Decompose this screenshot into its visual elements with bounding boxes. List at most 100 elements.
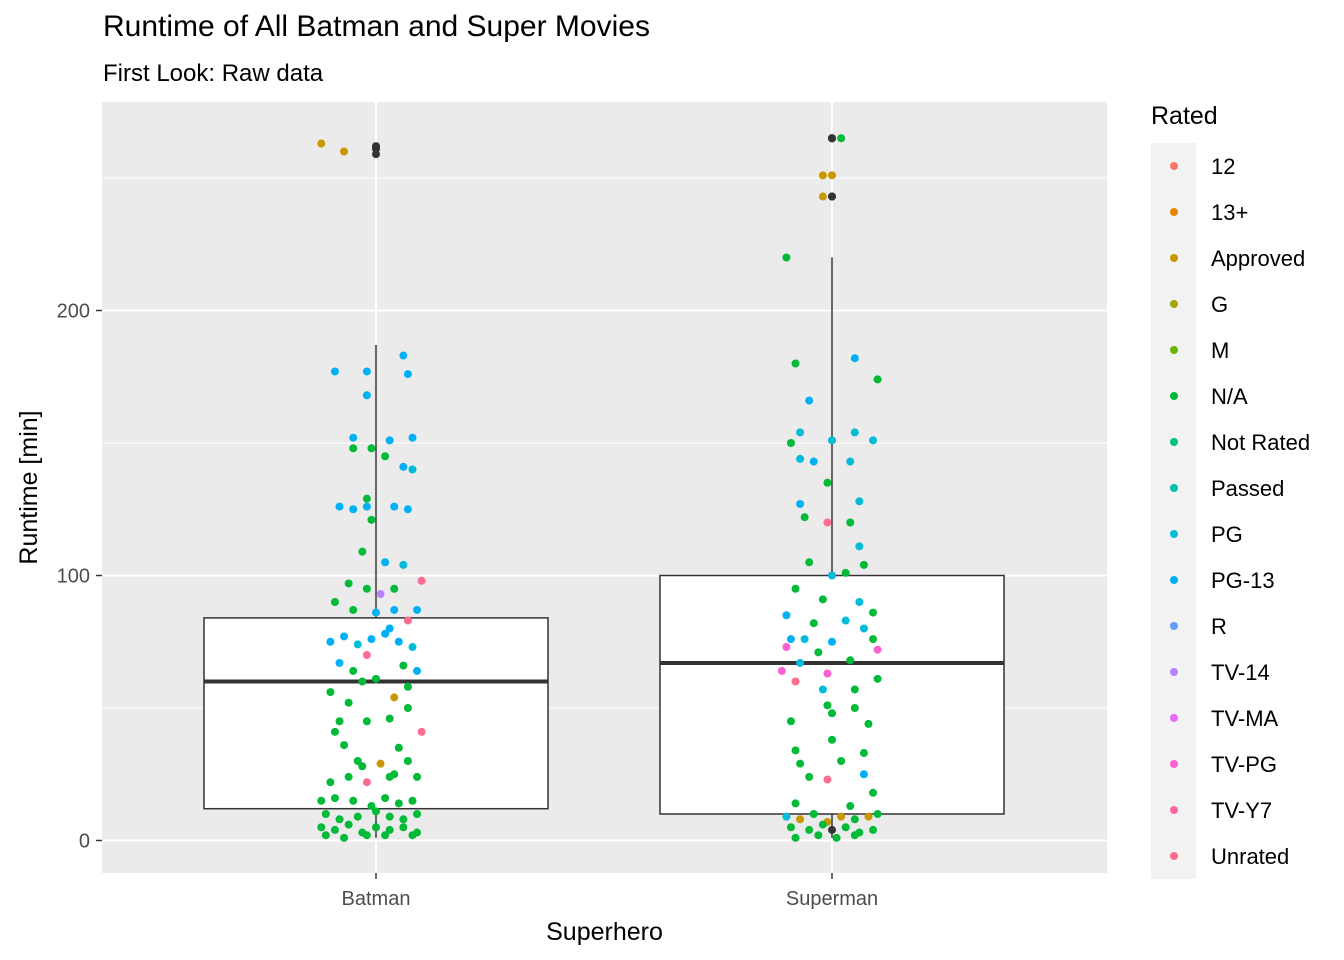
legend: Rated 12 13+ Approved GM N/A Not Rated Passed PG… [1151, 102, 1310, 879]
data-point [413, 772, 422, 781]
data-point [869, 825, 878, 834]
jitter-series-batman [317, 139, 426, 842]
legend-key [1170, 346, 1178, 354]
data-point [818, 171, 827, 180]
data-point [796, 759, 805, 768]
data-point [317, 139, 326, 148]
data-point [796, 428, 805, 437]
data-point [390, 693, 399, 702]
data-point [828, 134, 836, 143]
data-point [385, 772, 394, 781]
data-point [796, 454, 805, 463]
data-point [786, 439, 795, 447]
data-point [800, 513, 809, 522]
data-point [818, 820, 827, 829]
data-point [837, 134, 846, 143]
legend-key [1170, 714, 1178, 722]
data-point [394, 743, 403, 752]
data-point [791, 799, 800, 808]
data-point [782, 611, 791, 620]
data-point [381, 629, 390, 638]
data-point [335, 717, 344, 726]
legend-label: 12 [1211, 154, 1235, 179]
data-point [372, 674, 380, 683]
box-iqr [203, 617, 549, 810]
data-point [832, 833, 841, 842]
legend-label: Approved [1211, 246, 1305, 271]
data-point [837, 757, 846, 765]
data-point [855, 542, 864, 551]
data-point [796, 658, 805, 667]
data-point [869, 436, 878, 445]
data-point [344, 820, 353, 829]
legend-label: Unrated [1211, 844, 1289, 869]
data-point [330, 794, 339, 803]
data-point [340, 833, 349, 842]
legend-key [1170, 162, 1178, 170]
legend-label: R [1211, 614, 1227, 639]
data-point [846, 518, 855, 527]
data-point [358, 762, 367, 771]
data-point [367, 802, 376, 811]
data-point [850, 815, 859, 824]
data-point [413, 666, 422, 675]
data-point [362, 584, 371, 593]
jitter-series-superman [777, 134, 882, 842]
data-point [403, 757, 412, 765]
data-point [805, 558, 814, 567]
data-point [349, 666, 358, 675]
data-point [403, 704, 412, 712]
x-axis-title: Superhero [546, 918, 663, 946]
data-point [782, 643, 791, 652]
data-point [335, 815, 344, 824]
legend-label: TV-PG [1211, 752, 1277, 777]
data-point [403, 682, 412, 691]
legend-label: TV-Y7 [1211, 798, 1272, 823]
data-point [841, 616, 850, 625]
data-point [791, 359, 800, 368]
data-point [828, 637, 836, 646]
legend-label: G [1211, 292, 1228, 317]
data-point [372, 144, 380, 153]
y-tick-label: 200 [57, 301, 90, 323]
data-point [367, 444, 376, 453]
data-point [326, 778, 335, 787]
legend-label: Not Rated [1211, 430, 1310, 455]
data-point [340, 632, 349, 641]
data-point [353, 640, 362, 649]
data-point [399, 351, 408, 360]
data-point [362, 502, 371, 511]
data-point [330, 727, 339, 736]
data-point [796, 499, 805, 508]
data-point [372, 807, 380, 816]
legend-label: M [1211, 338, 1229, 363]
data-point [873, 674, 882, 683]
legend-key [1170, 530, 1178, 538]
data-point [841, 568, 850, 577]
data-point [791, 833, 800, 842]
data-point [869, 635, 878, 644]
data-point [837, 812, 846, 821]
data-point [317, 823, 326, 832]
legend-key [1170, 668, 1178, 676]
data-point [408, 831, 417, 840]
data-point [814, 831, 823, 840]
data-point [390, 502, 399, 511]
data-point [340, 741, 349, 750]
data-point [823, 518, 832, 527]
data-point [349, 505, 358, 514]
data-point [782, 253, 791, 262]
data-point [791, 677, 800, 686]
data-point [362, 391, 371, 400]
data-point [399, 462, 408, 471]
data-point [394, 637, 403, 646]
data-point [326, 688, 335, 697]
data-point [809, 457, 818, 466]
data-point [850, 428, 859, 437]
x-tick-label: Batman [342, 888, 411, 910]
data-point [828, 825, 836, 834]
data-point [873, 645, 882, 654]
data-point [855, 497, 864, 506]
data-point [358, 677, 367, 686]
data-point [385, 825, 394, 834]
